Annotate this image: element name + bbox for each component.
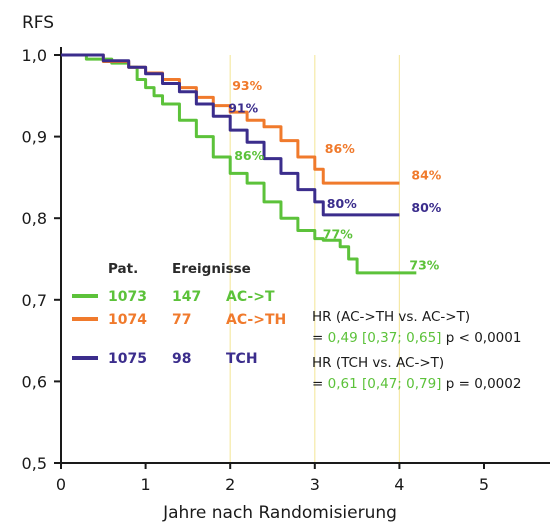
- hr1-prefix: =: [312, 330, 328, 346]
- y-tick-label: 0,6: [22, 372, 47, 391]
- y-tick-label: 0,8: [22, 209, 47, 228]
- legend-arm: AC->TH: [226, 312, 286, 328]
- percent-label: 80%: [411, 200, 441, 215]
- y-axis-title: RFS: [22, 13, 54, 33]
- percent-labels: 86% 77% 73% 93% 86% 84% 91% 80% 80%: [228, 78, 442, 272]
- percent-label: 86%: [234, 148, 264, 163]
- x-tick-label: 4: [394, 475, 404, 494]
- x-tick-label: 1: [141, 475, 151, 494]
- percent-label: 80%: [327, 196, 357, 211]
- y-tick-label: 0,5: [22, 454, 47, 473]
- percent-label: 73%: [409, 257, 439, 272]
- legend-events: 98: [172, 351, 191, 367]
- percent-label: 86%: [325, 141, 355, 156]
- legend-rows: 1073 147 AC->T 1074 77 AC->TH 1075 98 TCH: [72, 289, 286, 367]
- legend: Pat. Ereignisse 1073 147 AC->T 1074 77 AC->TH…: [72, 261, 286, 367]
- legend-events: 77: [172, 312, 191, 328]
- axes: 0,5 0,6 0,7 0,8 0,9 1,0 0 1 2 3 4 5: [22, 46, 550, 494]
- y-tick-label: 0,9: [22, 128, 47, 147]
- legend-pat: 1073: [108, 289, 147, 305]
- x-axis-title: Jahre nach Randomisierung: [162, 503, 397, 523]
- x-tick-label: 0: [56, 475, 66, 494]
- hr1-title: HR (AC->TH vs. AC->T): [312, 309, 470, 325]
- hr2-line: = 0,61 [0,47; 0,79] p = 0,0002: [312, 376, 521, 392]
- percent-label: 91%: [228, 100, 258, 115]
- x-tick-label: 2: [225, 475, 235, 494]
- hr1-line: = 0,49 [0,37; 0,65] p < 0,0001: [312, 330, 521, 346]
- hr2-p: p = 0,0002: [441, 376, 521, 392]
- hr2-prefix: =: [312, 376, 328, 392]
- percent-label: 93%: [232, 78, 262, 93]
- legend-arm: TCH: [226, 351, 258, 367]
- hazard-ratio-block: HR (AC->TH vs. AC->T) = 0,49 [0,37; 0,65…: [312, 309, 521, 392]
- hr1-value: 0,49 [0,37; 0,65]: [328, 330, 442, 346]
- curve-tch: [61, 53, 400, 217]
- legend-arm: AC->T: [226, 289, 275, 305]
- legend-pat: 1074: [108, 312, 147, 328]
- y-tick-label: 1,0: [22, 46, 47, 65]
- legend-pat: 1075: [108, 351, 147, 367]
- legend-events: 147: [172, 289, 201, 305]
- hr2-title: HR (TCH vs. AC->T): [312, 355, 444, 371]
- y-tick-label: 0,7: [22, 291, 47, 310]
- percent-label: 84%: [411, 168, 441, 183]
- percent-label: 77%: [323, 227, 353, 242]
- x-tick-label: 3: [310, 475, 320, 494]
- legend-header-pat: Pat.: [108, 261, 138, 277]
- x-tick-label: 5: [479, 475, 489, 494]
- year-guide-lines: [229, 55, 400, 463]
- survival-curves: [61, 53, 417, 275]
- legend-header-events: Ereignisse: [172, 261, 251, 277]
- hr2-value: 0,61 [0,47; 0,79]: [328, 376, 442, 392]
- hr1-p: p < 0,0001: [441, 330, 521, 346]
